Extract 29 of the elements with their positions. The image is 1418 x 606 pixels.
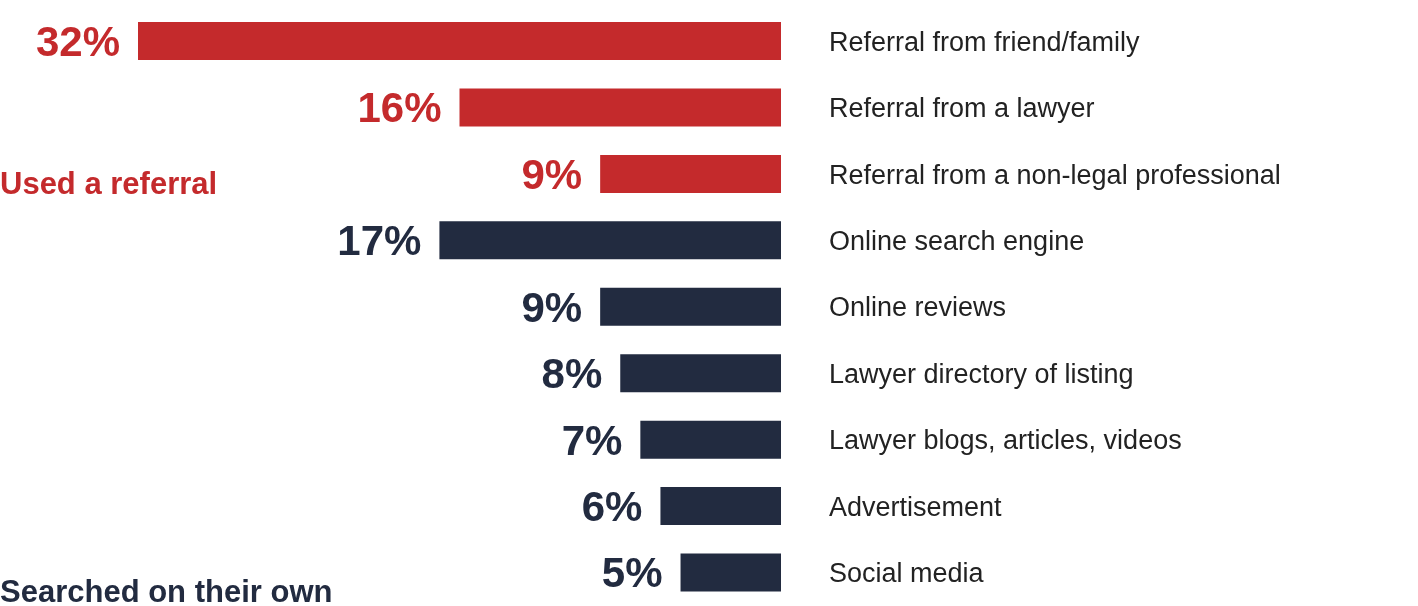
y-tick-label: Social media xyxy=(829,558,985,589)
y-tick-label: Referral from friend/family xyxy=(829,26,1141,57)
bar xyxy=(660,487,781,526)
bar xyxy=(600,287,781,326)
data-label: 17% xyxy=(337,217,422,265)
bar xyxy=(459,88,781,127)
y-tick-label: Lawyer directory of listing xyxy=(829,358,1134,389)
bar xyxy=(600,154,781,193)
data-label: 32% xyxy=(35,17,120,65)
bar xyxy=(620,354,781,393)
bar xyxy=(640,420,781,459)
bar xyxy=(138,22,781,60)
y-tick-label: Referral from a non-legal professional xyxy=(829,159,1281,190)
data-label: 5% xyxy=(601,549,663,597)
y-tick-label: Referral from a lawyer xyxy=(829,93,1095,124)
annotation: Searched on their own xyxy=(0,574,333,606)
y-tick-label: Advertisement xyxy=(829,491,1003,522)
data-label: 7% xyxy=(561,416,623,464)
y-tick-label: Lawyer blogs, articles, videos xyxy=(829,425,1182,456)
annotation: Used a referral xyxy=(0,166,218,202)
data-label: 8% xyxy=(541,350,603,398)
y-tick-label: Online search engine xyxy=(829,226,1085,257)
data-label: 16% xyxy=(357,84,442,132)
data-label: 9% xyxy=(521,150,583,198)
y-tick-label: Online reviews xyxy=(829,292,1007,323)
bar xyxy=(680,553,781,592)
data-label: 9% xyxy=(521,283,583,331)
data-label: 6% xyxy=(581,483,643,531)
bar xyxy=(439,221,781,260)
